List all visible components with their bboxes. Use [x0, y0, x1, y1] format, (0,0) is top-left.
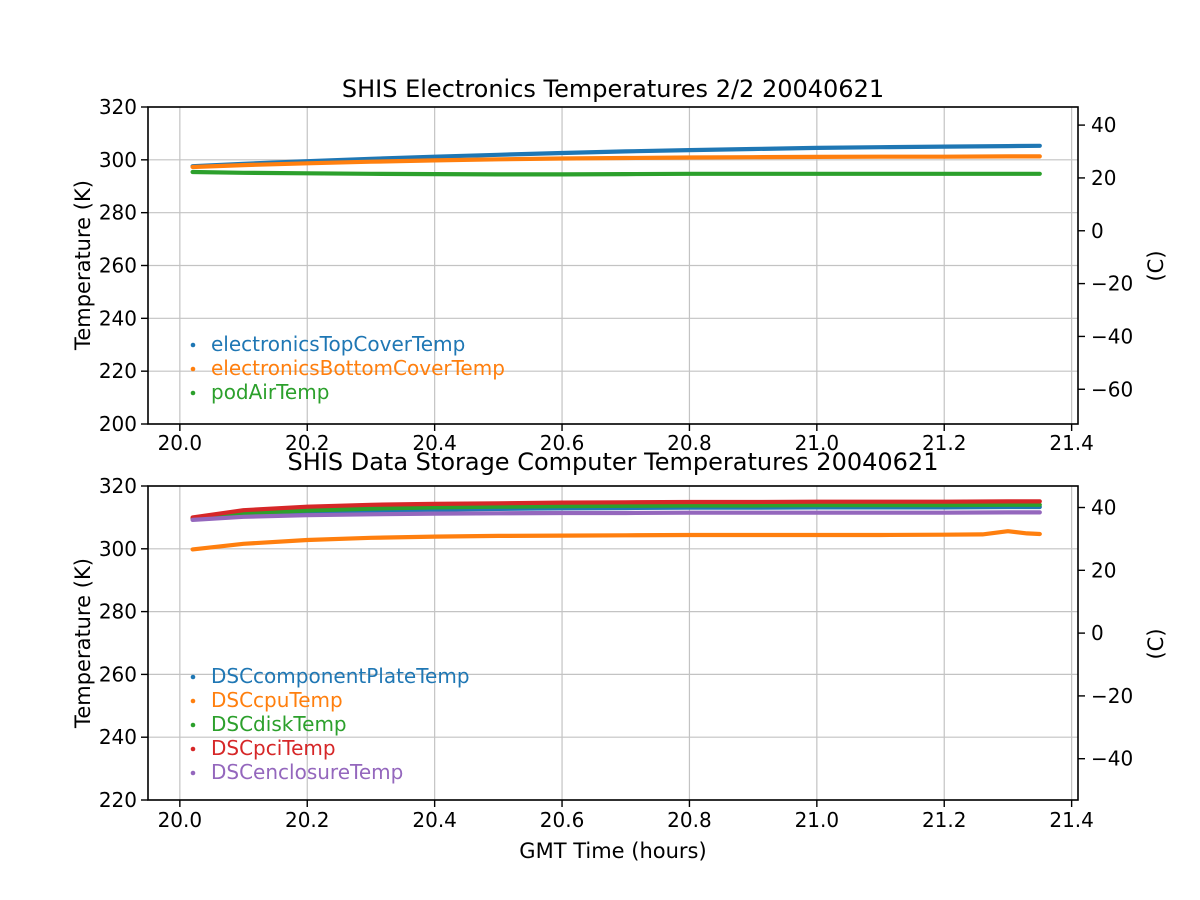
y-tick-label-left: 280 [99, 201, 137, 225]
y-tick-label-right: −40 [1091, 747, 1133, 771]
legend-marker-DSCenclosureTemp [190, 770, 196, 776]
y-tick-label-right: 0 [1091, 621, 1104, 645]
series-podAirTemp [190, 169, 1042, 177]
x-tick-label: 20.0 [158, 431, 203, 455]
legend-label-electronicsTopCoverTemp: electronicsTopCoverTemp [211, 332, 465, 356]
legend-marker-podAirTemp [190, 390, 196, 396]
x-tick-label: 21.0 [795, 431, 840, 455]
x-tick-label: 21.4 [1049, 431, 1094, 455]
y-tick-label-right: −60 [1091, 377, 1133, 401]
x-tick-label: 21.0 [795, 808, 840, 832]
y-tick-label-left: 320 [99, 474, 137, 498]
axes-spines [147, 485, 1079, 801]
x-tick-label: 20.2 [285, 808, 330, 832]
y-tick-label-left: 220 [99, 788, 137, 812]
chart1-title: SHIS Electronics Temperatures 2/2 200406… [342, 75, 884, 103]
x-axis-label: GMT Time (hours) [519, 839, 706, 863]
chart2-title: SHIS Data Storage Computer Temperatures … [288, 448, 939, 476]
y-tick-label-right: −20 [1091, 272, 1133, 296]
legend-marker-electronicsBottomCoverTemp [190, 366, 196, 372]
legend-marker-DSCcomponentPlateTemp [190, 674, 196, 680]
x-tick-label: 21.4 [1049, 808, 1094, 832]
y-tick-label-right: −40 [1091, 324, 1133, 348]
x-tick-label: 20.0 [158, 808, 203, 832]
x-tick-label: 21.2 [922, 431, 967, 455]
y-tick-label-left: 260 [99, 662, 137, 686]
y-tick-label-left: 260 [99, 254, 137, 278]
y-tick-label-left: 300 [99, 148, 137, 172]
chart2-plot-area: 220 240 260 280 300 320 −40 −20 0 20 40 20.0 20.2 20.… [99, 474, 1133, 832]
y-tick-label-right: 20 [1091, 558, 1116, 582]
y-tick-label-left: 200 [99, 412, 137, 436]
series-DSCpciTemp [190, 499, 1042, 520]
y-tick-label-left: 320 [99, 95, 137, 119]
x-tick-label: 20.8 [667, 808, 712, 832]
chart1-ylabel-left: Temperature (K) [71, 180, 95, 351]
x-tick-label: 20.2 [285, 431, 330, 455]
legend-marker-DSCpciTemp [190, 746, 196, 752]
legend-label-DSCcpuTemp: DSCcpuTemp [211, 688, 343, 712]
y-tick-label-right: 40 [1091, 496, 1116, 520]
legend-label-DSCcomponentPlateTemp: DSCcomponentPlateTemp [211, 664, 470, 688]
x-tick-label: 21.2 [922, 808, 967, 832]
chart2-ylabel-right: (C) [1144, 628, 1168, 659]
chart2-ylabel-left: Temperature (K) [71, 558, 95, 729]
series-electronicsTopCoverTemp [190, 143, 1042, 169]
series-DSCcpuTemp [190, 529, 1042, 552]
legend-marker-DSCcpuTemp [190, 698, 196, 704]
legend-label-podAirTemp: podAirTemp [211, 380, 329, 404]
series-electronicsBottomCoverTemp [190, 154, 1042, 170]
legend-label-DSCenclosureTemp: DSCenclosureTemp [211, 760, 403, 784]
series-DSCdiskTemp [190, 502, 1042, 521]
legend-label-DSCpciTemp: DSCpciTemp [211, 736, 336, 760]
legend-marker-DSCdiskTemp [190, 722, 196, 728]
y-tick-label-right: 20 [1091, 166, 1116, 190]
x-tick-label: 20.4 [412, 431, 457, 455]
chart1-ylabel-right: (C) [1144, 250, 1168, 281]
y-tick-label-left: 220 [99, 359, 137, 383]
y-tick-label-left: 280 [99, 600, 137, 624]
y-tick-label-left: 300 [99, 537, 137, 561]
y-tick-label-right: 0 [1091, 219, 1104, 243]
x-tick-label: 20.6 [540, 431, 585, 455]
series-DSCenclosureTemp [190, 510, 1042, 523]
x-tick-label: 20.4 [412, 808, 457, 832]
legend-label-electronicsBottomCoverTemp: electronicsBottomCoverTemp [211, 356, 505, 380]
x-tick-label: 20.8 [667, 431, 712, 455]
legend-label-DSCdiskTemp: DSCdiskTemp [211, 712, 347, 736]
y-tick-label-right: 40 [1091, 113, 1116, 137]
y-tick-label-right: −20 [1091, 684, 1133, 708]
y-tick-label-left: 240 [99, 306, 137, 330]
legend-marker-electronicsTopCoverTemp [190, 342, 196, 348]
y-tick-label-left: 240 [99, 725, 137, 749]
chart1-plot-area: 200 220 240 260 280 300 320 −60 −40 −20 0 20 40 20.0 2… [99, 95, 1133, 455]
x-tick-label: 20.6 [540, 808, 585, 832]
